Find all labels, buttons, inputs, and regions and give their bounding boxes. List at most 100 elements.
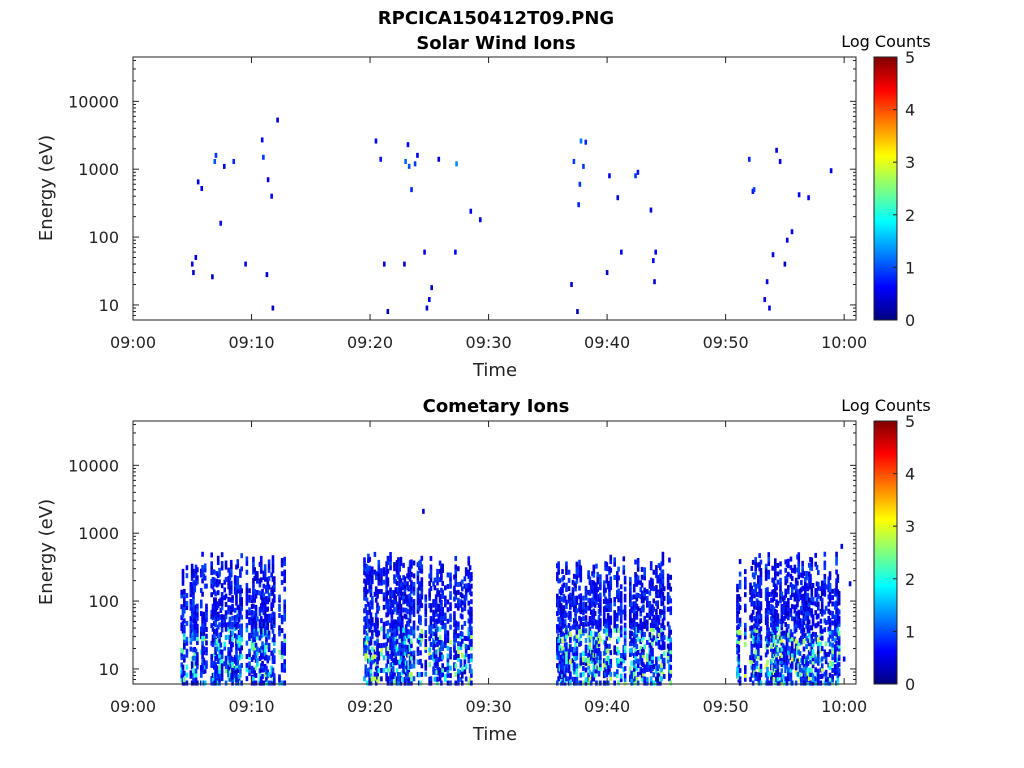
- spectrogram-cell: [437, 670, 441, 676]
- spectrogram-cell: [559, 680, 563, 686]
- spectrogram-cell: [433, 585, 437, 591]
- spectrogram-cell: [787, 563, 790, 569]
- spectrogram-cell: [750, 664, 754, 670]
- spectrogram-cell: [252, 578, 255, 584]
- spectrogram-cell: [584, 657, 588, 663]
- spectrogram-cell: [218, 668, 221, 674]
- spectrogram-cell: [779, 639, 782, 645]
- spectrogram-cell: [412, 586, 416, 592]
- spectrogram-cell: [368, 671, 371, 677]
- spectrogram-cell: [668, 625, 671, 631]
- spectrogram-cell: [561, 672, 564, 678]
- spectrogram-cell: [382, 579, 386, 585]
- spectrogram-cell: [410, 642, 413, 648]
- spectrogram-cell: [629, 591, 632, 597]
- spectrogram-cell: [180, 666, 184, 672]
- spectrogram-cell: [737, 635, 741, 641]
- spectrogram-cell: [567, 676, 571, 682]
- spectrogram-cell: [228, 661, 232, 667]
- spectrogram-cell: [283, 603, 287, 609]
- spectrogram-cell: [189, 622, 193, 628]
- spectrogram-cell: [584, 592, 588, 598]
- spectrogram-cell: [651, 622, 654, 628]
- spectrogram-cell: [403, 680, 407, 686]
- spectrogram-cell: [785, 611, 789, 617]
- spectrogram-cell: [229, 589, 233, 595]
- spectrogram-cell: [619, 659, 623, 665]
- spectrogram-cell: [770, 665, 773, 671]
- spectrogram-cell: [750, 641, 754, 647]
- spectrogram-cell: [757, 592, 760, 598]
- spectrogram-cell: [410, 563, 413, 569]
- spectrogram-cell: [189, 646, 193, 652]
- spectrogram-cell: [196, 631, 199, 637]
- spectrogram-cell: [437, 606, 441, 612]
- spectrogram-cell: [772, 624, 776, 630]
- spectrogram-cell: [196, 579, 199, 585]
- spectrogram-cell: [608, 586, 611, 592]
- spectrogram-cell: [467, 574, 471, 580]
- spectrogram-cell: [567, 651, 571, 657]
- spectrogram-cell: [417, 659, 421, 665]
- spectrogram-cell: [785, 627, 789, 633]
- spectrogram-cell: [416, 604, 420, 610]
- spectrogram-cell: [827, 626, 831, 632]
- spectrogram-cell: [802, 661, 806, 667]
- spectrogram-cell: [190, 656, 194, 662]
- spectrogram-cell: [588, 576, 592, 582]
- spectrogram-cell: [780, 677, 784, 683]
- spectrogram-cell: [789, 573, 793, 579]
- spectrogram-cell: [666, 595, 670, 601]
- spectrogram-cell: [790, 592, 794, 598]
- spectrogram-cell: [394, 579, 398, 585]
- spectrogram-cell: [632, 604, 636, 610]
- spectrogram-cell: [757, 604, 760, 610]
- spectrogram-cell: [736, 673, 739, 679]
- spectrogram-cell: [196, 603, 199, 609]
- spectrogram-cell: [368, 667, 371, 673]
- spectrogram-cell: [639, 618, 643, 624]
- spectrogram-cell: [666, 584, 670, 590]
- spectrogram-cell: [751, 680, 755, 686]
- spectrogram-cell: [596, 654, 600, 660]
- spectrogram-cell: [800, 639, 803, 645]
- spectrogram-cell: [283, 616, 287, 622]
- spectrogram-cell: [806, 596, 810, 602]
- spectrogram-cell: [736, 597, 739, 603]
- spectrogram-cell: [666, 621, 670, 627]
- spectrogram-cell: [592, 620, 596, 626]
- spectrogram-cell: [438, 618, 442, 624]
- spectrogram-cell: [211, 584, 215, 590]
- spectrogram-cell: [280, 614, 284, 620]
- spectrogram-cell: [831, 588, 834, 594]
- spectrogram-cell: [840, 543, 844, 549]
- spectrogram-cell: [766, 594, 769, 600]
- spectrogram-cell: [606, 648, 610, 654]
- spectrogram-cell: [751, 572, 755, 578]
- spectrogram-cell: [467, 600, 471, 606]
- spectrogram-cell: [809, 672, 812, 678]
- spectrogram-cell: [669, 653, 673, 659]
- spectrogram-cell: [214, 597, 217, 603]
- spectrogram-cell: [468, 589, 472, 595]
- spectrogram-cell: [572, 599, 576, 605]
- spectrogram-cell: [634, 622, 637, 628]
- spectrogram-cell: [196, 623, 199, 629]
- spectrogram-cell: [385, 569, 388, 575]
- spectrogram-cell: [199, 568, 203, 574]
- spectrogram-cell: [259, 646, 263, 652]
- spectrogram-cell: [750, 672, 754, 678]
- spectrogram-cell: [770, 591, 773, 597]
- spectrogram-cell: [463, 654, 467, 660]
- spectrogram-cell: [800, 609, 803, 615]
- spectrogram-cell: [796, 554, 799, 560]
- spectrogram-cell: [605, 627, 609, 633]
- spectrogram-cell: [223, 595, 227, 601]
- spectrogram-cell: [579, 577, 583, 583]
- spectrogram-cell: [468, 627, 472, 633]
- spectrogram-cell: [407, 633, 411, 639]
- spectrogram-cell: [661, 596, 665, 602]
- spectrogram-cell: [622, 609, 626, 615]
- spectrogram-cell: [623, 655, 627, 661]
- spectrogram-cell: [797, 569, 801, 575]
